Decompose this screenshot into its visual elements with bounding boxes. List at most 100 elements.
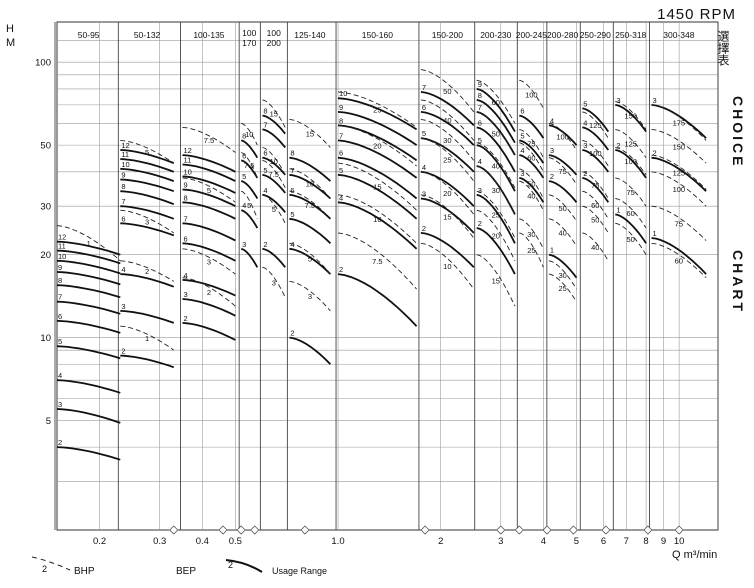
bhp-curve (582, 190, 609, 220)
x-tick-label: 0.4 (196, 536, 209, 547)
impeller-curve-label: 6 (184, 234, 188, 243)
impeller-curve (262, 128, 286, 149)
bhp-curve (519, 180, 544, 211)
bhp-curve-label: 1 (87, 239, 91, 248)
impeller-curve (56, 319, 121, 334)
x-tick-label: 10 (674, 536, 685, 547)
y-axis-label-h: H (6, 23, 14, 35)
impeller-curve-label: 10 (121, 160, 129, 169)
bhp-curve (420, 99, 475, 141)
impeller-curve-label: 7 (478, 103, 482, 112)
bhp-curve-label: 5 (308, 255, 312, 264)
bhp-curve (337, 124, 417, 167)
bhp-curve-label: 5 (272, 205, 276, 214)
impeller-curve (476, 99, 516, 144)
legend: 2 BHP BEP 2 Usage Range (31, 556, 327, 577)
impeller-curve-label: 9 (339, 103, 343, 112)
bhp-curve-label: 3 (272, 278, 276, 287)
bhp-curve (651, 104, 707, 141)
impeller-curve (519, 177, 545, 203)
bhp-curve-label: 60 (527, 153, 535, 162)
impeller-curve-label: 6 (242, 151, 246, 160)
bhp-curve (56, 225, 121, 262)
impeller-curve (519, 154, 545, 179)
impeller-curve-label: 6 (263, 149, 267, 158)
impeller-curve-label: 4 (121, 265, 125, 274)
x-tick-label: 3 (498, 536, 503, 547)
impeller-curve-label: 6 (478, 118, 482, 127)
impeller-curve (615, 104, 647, 133)
bhp-curve (262, 147, 286, 176)
bhp-curve-label: 30 (492, 186, 500, 195)
impeller-curve (262, 156, 286, 176)
y-tick-label: 10 (40, 333, 51, 344)
bhp-curve (548, 218, 577, 247)
impeller-curve (56, 300, 121, 315)
impeller-curve-label: 6 (290, 186, 294, 195)
bhp-curve-label: 10 (373, 215, 381, 224)
bhp-curve (582, 232, 609, 262)
bhp-curve-label: 50 (443, 87, 451, 96)
impeller-curve-label: 7 (422, 83, 426, 92)
x-tick-label: 7 (624, 536, 629, 547)
impeller-curve-label: 12 (121, 141, 129, 150)
bhp-curve-label: 5 (145, 148, 149, 157)
impeller-curve-label: 12 (184, 146, 192, 155)
bep-marker (568, 525, 579, 535)
impeller-curve-label: 8 (478, 91, 482, 100)
impeller-curve (182, 163, 236, 182)
bhp-curve (582, 111, 609, 139)
impeller-curve-label: 7 (290, 166, 294, 175)
impeller-curve-label: 5 (263, 166, 267, 175)
legend-bep-swatch (225, 559, 263, 573)
impeller-curve-label: 2 (478, 219, 482, 228)
impeller-curve-label: 1 (616, 205, 620, 214)
bhp-curve (476, 165, 516, 215)
bhp-curve (615, 177, 647, 207)
bhp-curve-label: 25 (558, 284, 566, 293)
bhp-curve-label: 30 (527, 230, 535, 239)
impeller-curve (120, 158, 175, 173)
impeller-curve (337, 97, 418, 131)
impeller-curve-label: 2 (422, 224, 426, 233)
impeller-curve (182, 298, 236, 317)
impeller-curve (262, 173, 286, 194)
impeller-curve (615, 213, 647, 244)
bhp-curve-label: 3 (308, 292, 312, 301)
bhp-curve-label: 15 (373, 183, 381, 192)
impeller-curve (120, 178, 175, 193)
impeller-curve-label: 2 (121, 347, 125, 356)
bhp-curve (337, 162, 417, 211)
bep-marker (674, 525, 684, 535)
bhp-curve (262, 266, 286, 298)
bhp-curve (337, 91, 417, 128)
impeller-curve (120, 190, 175, 206)
bhp-curve (548, 157, 577, 185)
impeller-curve-label: 5 (422, 129, 426, 138)
impeller-curve-label: 1 (653, 229, 657, 238)
bhp-curve (420, 171, 475, 215)
impeller-curve-label: 5 (58, 337, 62, 346)
impeller-curve-label: 2 (653, 149, 657, 158)
bhp-curve (120, 139, 175, 164)
impeller-curve-label: 11 (121, 150, 129, 159)
impeller-curve (56, 259, 121, 275)
impeller-curve (651, 156, 707, 192)
impeller-curve-label: 4 (478, 157, 482, 166)
bhp-curve (651, 154, 707, 190)
legend-bhp-swatch (31, 556, 71, 571)
bhp-curve-label: 5 (247, 201, 251, 210)
bhp-curve (182, 126, 236, 153)
y-tick-label: 50 (40, 141, 51, 152)
x-tick-label: 0.3 (153, 536, 166, 547)
impeller-curve-label: 9 (121, 171, 125, 180)
bhp-curve (182, 177, 236, 203)
impeller-curve (120, 310, 175, 324)
model-header: 250-290 (580, 30, 611, 40)
bhp-curve-label: 75 (558, 167, 566, 176)
bhp-curve (289, 280, 331, 312)
impeller-curve (182, 222, 236, 242)
impeller-curve-label: 3 (550, 146, 554, 155)
impeller-curve-label: 1 (550, 246, 554, 255)
y-tick-label: 100 (35, 58, 51, 69)
